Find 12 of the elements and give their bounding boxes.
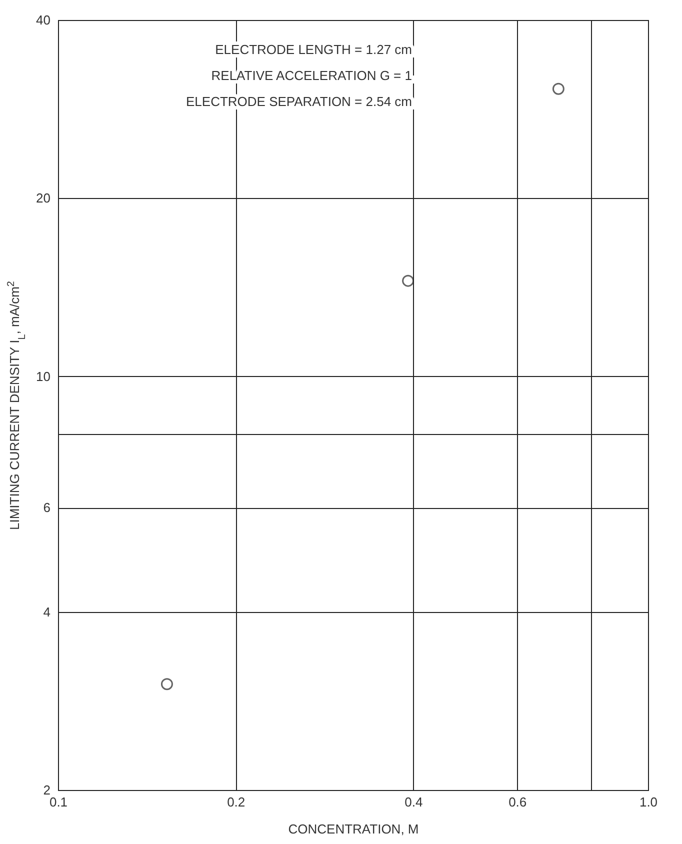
y-tick-label: 6 <box>43 500 50 516</box>
y-tick-label: 10 <box>36 368 50 384</box>
y-tick-label: 4 <box>43 604 50 620</box>
y-tick-label: 2 <box>43 782 50 798</box>
x-tick-label: 1.0 <box>639 794 658 810</box>
y-tick-label: 20 <box>36 190 50 206</box>
x-tick-label: 0.4 <box>404 794 423 810</box>
x-axis-title: CONCENTRATION, M <box>288 822 419 836</box>
y-tick-label: 40 <box>36 12 50 28</box>
x-tick-label: 0.6 <box>508 794 527 810</box>
x-tick-label: 0.1 <box>49 794 68 810</box>
x-tick-label: 0.2 <box>227 794 246 810</box>
